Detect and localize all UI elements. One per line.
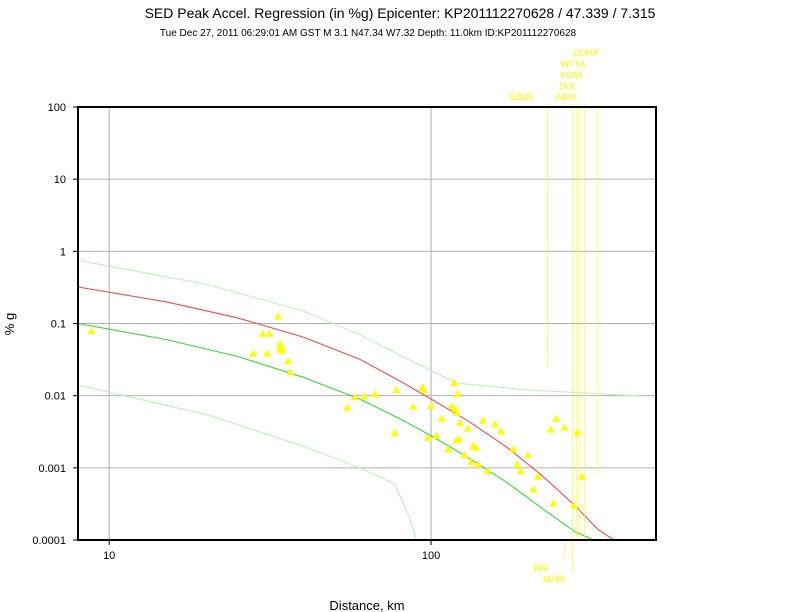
data-point	[424, 433, 433, 441]
data-point	[452, 408, 461, 416]
data-point	[529, 485, 538, 493]
data-point	[573, 428, 582, 436]
data-point	[274, 312, 283, 320]
y-tick-label-2: 1	[60, 246, 66, 258]
y-tick-label-3: 0.1	[51, 319, 66, 331]
y-tick-label-6: 0.0001	[32, 535, 66, 547]
y-tick-label-0: 100	[48, 102, 66, 114]
data-point	[450, 379, 459, 386]
data-point	[570, 501, 578, 509]
data-point	[578, 472, 587, 480]
data-point	[497, 427, 505, 435]
data-point	[549, 499, 558, 507]
chart-title: SED Peak Accel. Regression (in %g) Epice…	[145, 5, 656, 21]
data-point	[479, 416, 487, 424]
data-point	[453, 390, 462, 398]
data-point	[560, 423, 569, 431]
data-point	[437, 414, 446, 422]
data-point	[249, 349, 258, 357]
data-point	[350, 393, 359, 401]
station-label-3: KOSI	[560, 70, 582, 80]
data-point	[523, 451, 532, 459]
station-label-1: ABSI	[556, 92, 577, 102]
data-point	[360, 392, 369, 400]
data-point	[483, 467, 492, 475]
data-point	[343, 403, 352, 411]
data-point	[546, 425, 555, 433]
data-point	[419, 386, 428, 393]
data-point	[258, 329, 267, 337]
data-point	[447, 402, 456, 409]
data-point	[284, 357, 293, 365]
data-point	[513, 460, 521, 468]
station-label-0: SZER	[509, 92, 534, 102]
data-point	[444, 445, 453, 453]
data-point	[474, 460, 483, 468]
data-point	[390, 429, 399, 437]
chart-subtitle: Tue Dec 27, 2011 06:29:01 AM GST M 3.1 N…	[160, 28, 577, 39]
x-tick-label-0: 10	[103, 550, 115, 562]
data-point	[265, 329, 274, 337]
y-tick-label-5: 0.001	[38, 463, 66, 475]
lower-bound-curve	[77, 384, 417, 541]
data-point	[509, 445, 518, 453]
fit-curve	[77, 322, 594, 541]
data-point	[516, 467, 525, 475]
data-point	[534, 472, 542, 480]
data-point	[392, 386, 401, 393]
data-point	[466, 458, 475, 466]
station-label-4: WTTA	[561, 59, 586, 69]
data-point	[456, 418, 464, 426]
station-label-6: BNI	[533, 563, 548, 573]
data-point	[463, 424, 472, 432]
y-tick-label-4: 0.01	[45, 391, 66, 403]
x-axis-label: Distance, km	[329, 598, 404, 612]
x-tick-label-1: 100	[422, 550, 440, 562]
y-axis-label: % g	[2, 313, 17, 335]
upper-bound-curve	[77, 259, 645, 397]
station-label-2: DOI	[559, 81, 575, 91]
data-point	[432, 431, 441, 439]
data-point	[409, 402, 418, 410]
data-point	[472, 443, 481, 451]
station-label-7: MABI	[543, 574, 565, 584]
data-point	[454, 435, 463, 443]
data-point	[427, 402, 435, 409]
data-point	[263, 349, 272, 357]
data-point	[552, 414, 561, 422]
y-tick-label-1: 10	[54, 174, 66, 186]
data-point	[286, 368, 295, 376]
data-point	[277, 346, 286, 354]
data-point	[491, 420, 499, 428]
data-point	[371, 390, 380, 398]
data-point	[460, 451, 469, 459]
data-point	[87, 327, 96, 335]
station-label-5: CORP	[573, 48, 599, 58]
